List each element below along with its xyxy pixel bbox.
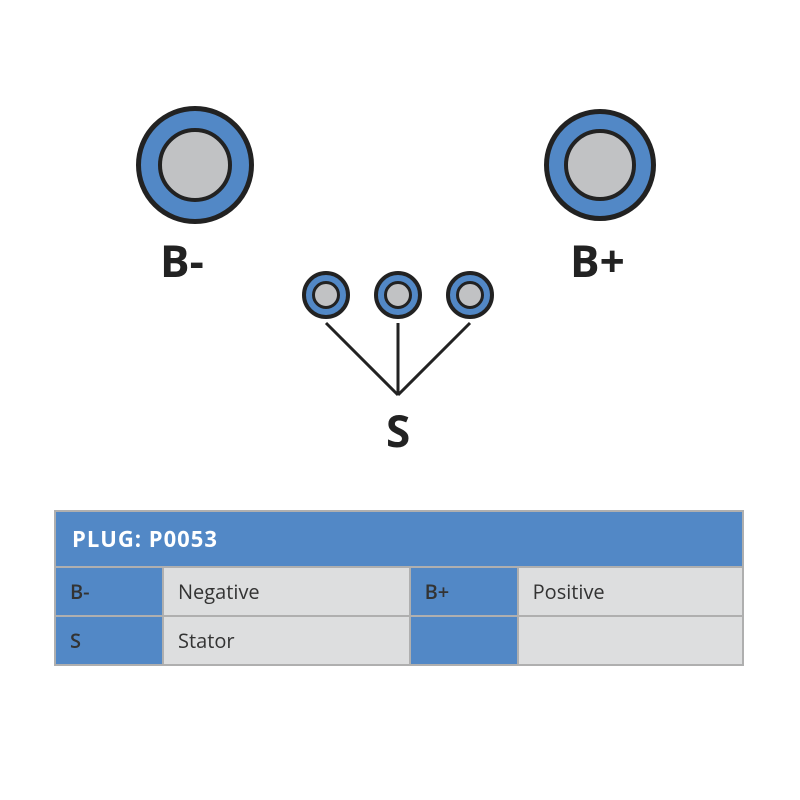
table-row: B- Negative B+ Positive xyxy=(55,567,743,616)
val-cell: Positive xyxy=(518,567,743,616)
legend-table-wrap: PLUG: P0053 B- Negative B+ Positive S St… xyxy=(54,510,744,666)
label-b-plus: B+ xyxy=(570,230,625,290)
terminal-s2-inner xyxy=(384,281,412,309)
key-cell: S xyxy=(55,616,163,665)
key-cell xyxy=(410,616,518,665)
terminal-s1-inner xyxy=(312,281,340,309)
label-s: S xyxy=(386,400,410,460)
terminal-b-plus-inner xyxy=(564,129,636,201)
key-cell: B+ xyxy=(410,567,518,616)
val-cell: Stator xyxy=(163,616,410,665)
label-b-minus: B- xyxy=(160,230,204,290)
val-cell: Negative xyxy=(163,567,410,616)
legend-title: PLUG: P0053 xyxy=(54,510,744,566)
terminal-b-minus-inner xyxy=(158,128,232,202)
val-cell xyxy=(518,616,743,665)
legend-table: B- Negative B+ Positive S Stator xyxy=(54,566,744,666)
key-cell: B- xyxy=(55,567,163,616)
table-row: S Stator xyxy=(55,616,743,665)
terminal-s3-inner xyxy=(456,281,484,309)
